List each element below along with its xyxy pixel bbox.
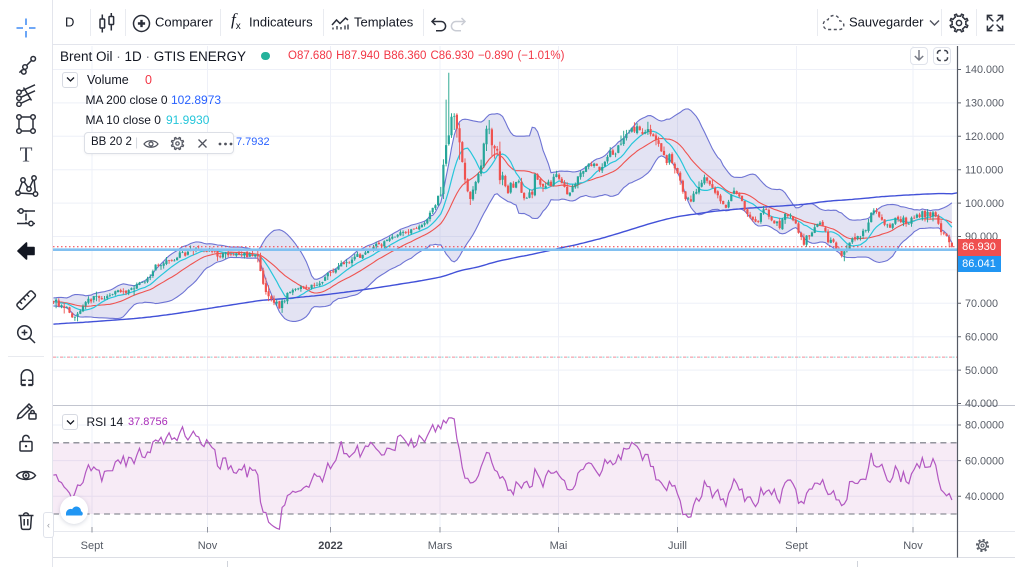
svg-text:Sept: Sept — [785, 540, 808, 552]
svg-text:130.000: 130.000 — [965, 98, 1004, 110]
svg-text:2022: 2022 — [318, 540, 342, 552]
svg-text:110.000: 110.000 — [965, 164, 1003, 176]
svg-text:80.0000: 80.0000 — [965, 420, 1004, 432]
svg-text:140.000: 140.000 — [965, 64, 1004, 76]
svg-text:Mars: Mars — [428, 540, 453, 552]
svg-text:Nov: Nov — [903, 540, 923, 552]
svg-text:120.000: 120.000 — [965, 131, 1004, 143]
svg-text:Nov: Nov — [198, 540, 218, 552]
svg-text:40.0000: 40.0000 — [965, 491, 1004, 503]
svg-text:70.000: 70.000 — [965, 298, 998, 310]
svg-text:60.0000: 60.0000 — [965, 455, 1004, 467]
svg-text:50.000: 50.000 — [965, 365, 998, 377]
svg-text:Mai: Mai — [550, 540, 568, 552]
svg-text:60.000: 60.000 — [965, 331, 998, 343]
svg-text:Juill: Juill — [668, 540, 687, 552]
svg-text:40.000: 40.000 — [965, 398, 998, 410]
svg-text:100.000: 100.000 — [965, 198, 1004, 210]
svg-text:Sept: Sept — [81, 540, 104, 552]
